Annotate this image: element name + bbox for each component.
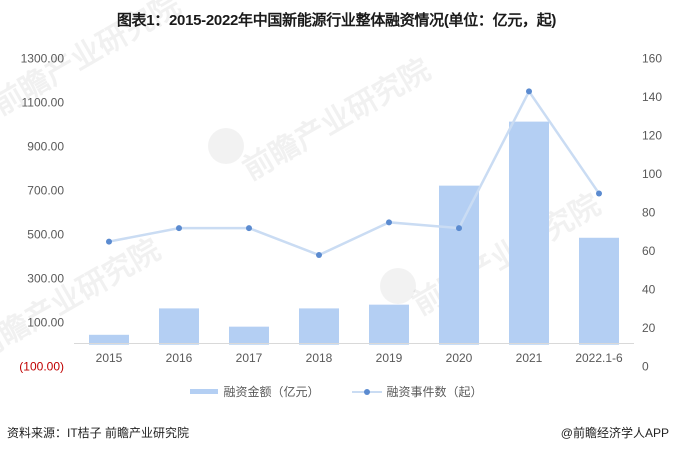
- right-axis-tick-label: 120: [642, 129, 662, 143]
- left-axis-tick-label: 700.00: [27, 184, 64, 198]
- line-marker-2015: [106, 238, 112, 245]
- x-axis-tick-label: 2016: [166, 351, 193, 365]
- left-axis-tick-label: 900.00: [27, 140, 64, 154]
- legend: 融资金额（亿元） 融资事件数（起）: [0, 383, 673, 400]
- left-y-axis: 1300.00 1100.00 900.00 700.00 500.00 300.00 10…: [19, 52, 64, 374]
- legend-label-events: 融资事件数（起）: [386, 385, 483, 399]
- x-axis-labels: 2015 2016 2017 2018 2019 2020 2021 2022.1-6: [96, 351, 623, 365]
- right-axis-tick-label: 160: [642, 52, 662, 66]
- line-marker-2022.1-6: [596, 190, 602, 197]
- right-axis-tick-label: 40: [642, 283, 656, 297]
- bar-2017: [229, 326, 269, 345]
- line-marker-2020: [456, 225, 462, 232]
- bar-2015: [89, 334, 129, 345]
- watermark-logo-icon: [380, 268, 416, 304]
- chart-title: 图表1：2015-2022年中国新能源行业整体融资情况(单位：亿元，起): [116, 12, 557, 29]
- events-line: [108, 88, 601, 257]
- left-axis-tick-label: 1300.00: [21, 52, 65, 66]
- bar-2022.1-6: [579, 237, 619, 345]
- watermark-logo-icon: [208, 128, 244, 164]
- bar-2019: [369, 304, 409, 345]
- line-marker-2018: [316, 252, 322, 259]
- x-axis-tick-label: 2022.1-6: [575, 351, 623, 365]
- line-series: [106, 88, 602, 259]
- left-axis-tick-label: (100.00): [19, 360, 64, 374]
- chart-plot: 1300.00 1100.00 900.00 700.00 500.00 300.00 10…: [19, 52, 662, 374]
- legend-item-amount: 融资金额（亿元）: [190, 383, 320, 400]
- left-axis-tick-label: 500.00: [27, 228, 64, 242]
- right-axis-tick-label: 80: [642, 206, 656, 220]
- bar-2018: [299, 308, 339, 345]
- x-axis-tick-label: 2019: [376, 351, 403, 365]
- right-axis-tick-label: 60: [642, 244, 656, 258]
- left-axis-tick-label: 100.00: [27, 316, 64, 330]
- bar-swatch-icon: [190, 389, 219, 394]
- left-axis-tick-label: 1100.00: [22, 96, 65, 110]
- right-axis-tick-label: 20: [642, 321, 656, 335]
- x-axis-tick-label: 2018: [306, 351, 333, 365]
- credit-note: @前瞻经济学人APP: [560, 426, 669, 440]
- bar-2021: [509, 121, 549, 345]
- line-marker-2017: [246, 225, 252, 232]
- right-y-axis: 160 140 120 100 80 60 40 20 0: [642, 52, 662, 374]
- bar-2020: [439, 185, 479, 345]
- x-axis-tick-label: 2021: [516, 351, 543, 365]
- left-axis-tick-label: 300.00: [27, 272, 64, 286]
- bar-series: [89, 121, 619, 345]
- x-axis-tick-label: 2020: [446, 351, 473, 365]
- source-note: 资料来源：IT桔子 前瞻产业研究院: [7, 426, 189, 440]
- right-axis-tick-label: 140: [642, 90, 662, 104]
- legend-item-events: 融资事件数（起）: [351, 383, 483, 400]
- right-axis-tick-label: 100: [642, 167, 662, 181]
- right-axis-tick-label: 0: [642, 360, 649, 374]
- line-marker-2016: [176, 225, 182, 232]
- legend-label-amount: 融资金额（亿元）: [223, 385, 320, 399]
- line-marker-2019: [386, 219, 392, 226]
- x-axis-tick-label: 2017: [236, 351, 263, 365]
- bar-2016: [159, 308, 199, 345]
- x-axis-tick-label: 2015: [96, 351, 123, 365]
- line-marker-swatch-icon: [351, 387, 382, 397]
- line-marker-2021: [526, 88, 532, 95]
